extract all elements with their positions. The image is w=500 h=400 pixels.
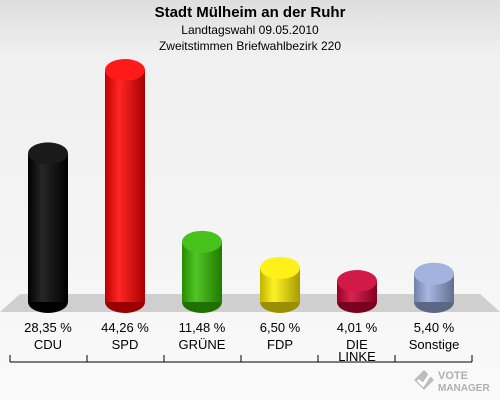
bars-group <box>28 59 454 313</box>
bar-top <box>105 59 145 81</box>
bar-top <box>337 269 377 292</box>
bar-spd <box>105 59 145 313</box>
value-label: 11,48 % <box>179 320 226 335</box>
category-label: GRÜNE <box>179 337 226 352</box>
bar-top <box>182 230 222 253</box>
bar-cdu <box>28 142 68 313</box>
bar-top <box>260 256 300 279</box>
bar-top <box>28 142 68 165</box>
checkmark-ballot-icon <box>414 370 434 390</box>
bar-body <box>28 153 68 302</box>
value-label: 5,40 % <box>414 320 455 335</box>
bar-die-linke <box>337 269 377 313</box>
value-label: 4,01 % <box>337 320 378 335</box>
logo-text-manager: MANAGER <box>438 383 490 394</box>
value-label: 28,35 % <box>24 320 72 335</box>
logo-text-vote: VOTE <box>438 370 468 382</box>
vote-manager-logo: VOTE MANAGER <box>410 364 494 396</box>
chart-title: Stadt Mülheim an der Ruhr <box>154 4 346 21</box>
category-label: SPD <box>112 337 139 352</box>
category-label: FDP <box>267 337 293 352</box>
value-label: 44,26 % <box>101 320 149 335</box>
value-labels-group: 28,35 % 44,26 % 11,48 % 6,50 % 4,01 % 5,40 % <box>24 320 455 335</box>
bar-gr-ne <box>182 230 222 313</box>
bar-body <box>105 70 145 302</box>
category-label: Sonstige <box>409 337 460 352</box>
bar-top <box>414 262 454 285</box>
category-label: LINKE <box>338 349 376 364</box>
value-label: 6,50 % <box>260 320 301 335</box>
chart-subtitle-2: Zweitstimmen Briefwahlbezirk 220 <box>158 39 342 53</box>
bar-fdp <box>260 256 300 313</box>
category-label: CDU <box>34 337 62 352</box>
category-axis <box>9 355 473 363</box>
bar-sonstige <box>414 262 454 313</box>
category-label: DIE <box>346 337 368 352</box>
chart-subtitle: Landtagswahl 09.05.2010 <box>181 23 319 37</box>
